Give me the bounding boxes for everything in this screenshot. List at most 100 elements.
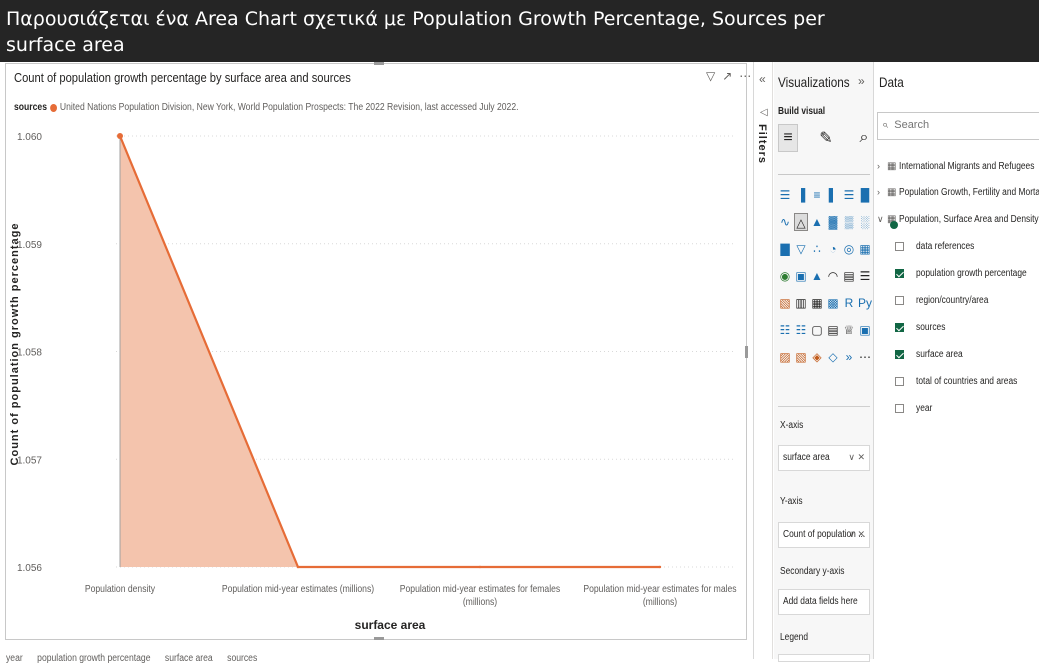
field-checkbox[interactable] [895,376,904,386]
field-year[interactable]: year [895,400,935,416]
slicer-icon[interactable]: ▥ [795,296,807,310]
more-visuals-icon[interactable]: ⋯ [859,350,871,364]
visual-header-icons: ▽ ↗ ⋯ [706,69,751,83]
expand-filters-icon[interactable]: « [759,72,766,86]
analytics-tab-icon[interactable]: ⌕ [859,129,869,146]
area-chart-icon[interactable]: △ [794,213,808,231]
build-visual-label: Build visual [778,106,826,117]
field-controls-icon[interactable]: ∨ ✕ [848,452,865,462]
table-icon[interactable]: ▦ [811,296,823,310]
line-clustered-column-icon[interactable]: ▒ [844,215,854,229]
diamond-visual-icon[interactable]: ◇ [828,350,838,364]
x-tick-label: Population mid-year estimates for female… [400,583,561,607]
clustered-bar-chart-icon[interactable]: ≡ [813,188,821,202]
table-node-growth[interactable]: › ▦ Population Growth, Fertility and Mor… [877,186,1039,198]
field-checkbox[interactable] [895,349,904,359]
focus-mode-icon[interactable]: ↗ [722,69,733,83]
multi-row-card-icon[interactable]: ☰ [859,269,871,283]
legend-well[interactable] [778,654,870,662]
format-visual-tab-icon[interactable]: ✎ [819,130,833,147]
resize-handle-bottom[interactable] [374,637,384,640]
clustered-column-chart-icon[interactable]: ▌ [828,188,838,202]
chevron-visual-icon[interactable]: » [845,350,853,364]
matrix-icon[interactable]: ▩ [827,296,839,310]
field-sources[interactable]: sources [895,319,951,335]
data-point[interactable] [658,565,662,569]
build-tabs: ≡ ✎ ⌕ [778,124,874,152]
data-point[interactable] [478,565,482,569]
field-checkbox[interactable] [895,295,904,305]
qa-icon[interactable]: ▢ [811,323,823,337]
field-checkbox[interactable] [895,322,904,332]
field-checkbox[interactable] [895,268,904,278]
key-influencers-icon[interactable]: ☷ [779,323,791,337]
map-icon[interactable]: ◉ [779,269,791,283]
filters-label[interactable]: Filters [756,124,768,165]
secondary-y-axis-label: Secondary y-axis [780,566,845,577]
more-options-icon[interactable]: ⋯ [739,69,752,83]
field-controls-icon[interactable]: ∨ ✕ [848,529,865,539]
search-input[interactable] [894,119,1015,131]
build-visual-tab-icon[interactable]: ≡ [778,124,798,152]
funnel-chart-icon[interactable]: ▽ [796,242,806,256]
stacked-bar-chart-icon[interactable]: ☰ [779,188,791,202]
gauge-icon[interactable]: ◠ [827,269,839,283]
decomposition-tree-icon[interactable]: ☷ [795,323,807,337]
area-chart-visual[interactable]: Count of population growth percentage by… [5,62,751,640]
donut-chart-icon[interactable]: ◎ [843,242,855,256]
100-column-chart-icon[interactable]: █ [860,188,870,202]
python-visual-icon[interactable]: Py [858,296,873,310]
chart-title: Count of population growth percentage by… [14,70,351,85]
power-apps-icon[interactable]: ▨ [779,350,791,364]
field-surface-area[interactable]: surface area [895,346,972,362]
treemap-icon[interactable]: ▦ [859,242,871,256]
waterfall-chart-icon[interactable]: ▇ [780,242,790,256]
scatter-chart-icon[interactable]: ∴ [813,242,821,256]
secondary-y-axis-well[interactable]: Add data fields here [778,589,870,615]
field-population-growth-percentage[interactable]: population growth percentage [895,265,1039,281]
data-pane: Data ⌕ › ▦ International Migrants and Re… [875,62,1039,659]
table-node-population[interactable]: ∨ ▦ Population, Surface Area and Density [877,211,1039,229]
y-axis-well[interactable]: Count of population ... ∨ ✕ [778,522,870,548]
stacked-column-chart-icon[interactable]: ▐ [796,188,806,202]
caption-line-1: Παρουσιάζεται ένα Area Chart σχετικά με … [6,8,825,30]
field-data-references[interactable]: data references [895,238,986,254]
resize-handle-right[interactable] [745,346,748,358]
data-point[interactable] [296,565,300,569]
custom-visual-icon[interactable]: ◈ [812,350,822,364]
power-automate-icon[interactable]: ▧ [795,350,807,364]
table-node-migrants[interactable]: › ▦ International Migrants and Refugees [877,160,1035,172]
x-tick-label: Population mid-year estimates (millions) [222,583,374,594]
resize-handle-top[interactable] [374,62,384,65]
ribbon-chart-icon[interactable]: ░ [860,215,870,229]
legend-entry[interactable]: United Nations Population Division, New … [59,102,519,113]
line-column-chart-icon[interactable]: ▓ [828,215,838,229]
field-checkbox[interactable] [895,403,904,413]
funnel-icon: ◁ [760,107,768,118]
goals-icon[interactable]: ♕ [843,323,855,337]
legend-title: sources [14,102,47,113]
line-chart-icon[interactable]: ∿ [779,215,791,229]
filters-pane-collapsed[interactable]: « ◁ Filters [755,62,773,659]
kpi-icon[interactable]: ▧ [779,296,791,310]
paginated-report-icon[interactable]: ▣ [859,323,871,337]
r-visual-icon[interactable]: R [844,296,854,310]
stacked-area-chart-icon[interactable]: ▲ [811,215,823,229]
azure-map-icon[interactable]: ▲ [811,269,823,283]
filled-map-icon[interactable]: ▣ [795,269,807,283]
smart-narrative-icon[interactable]: ▤ [827,323,839,337]
field-region-country-area[interactable]: region/country/area [895,292,1002,308]
card-icon[interactable]: ▤ [843,269,855,283]
table-icon: ▦ [887,160,897,172]
pie-chart-icon[interactable]: ◔ [829,242,837,256]
search-box[interactable]: ⌕ [877,112,1039,140]
field-total-countries[interactable]: total of countries and areas [895,373,1037,389]
x-axis-well[interactable]: surface area ∨ ✕ [778,445,870,471]
field-checkbox[interactable] [895,241,904,251]
data-point[interactable] [117,133,123,139]
series-line[interactable] [118,135,660,569]
filter-icon[interactable]: ▽ [706,69,716,83]
area-fill[interactable] [120,136,660,567]
collapse-pane-icon[interactable]: » [858,74,865,88]
100-bar-chart-icon[interactable]: ☰ [843,188,855,202]
